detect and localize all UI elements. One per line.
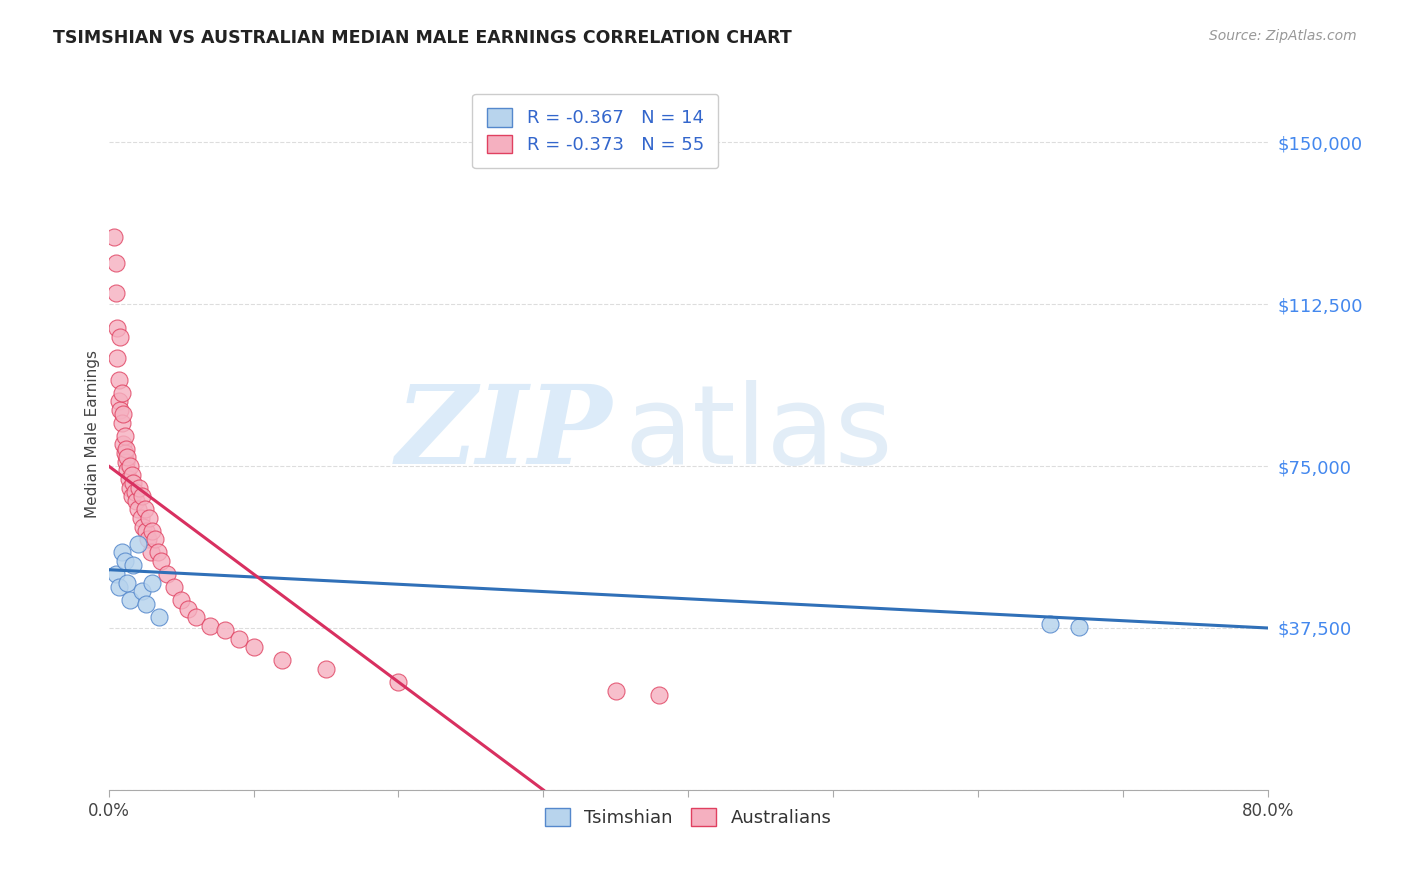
Point xyxy=(117,450,139,465)
Point xyxy=(136,533,159,547)
Point xyxy=(104,256,127,270)
Point xyxy=(121,489,143,503)
Point xyxy=(107,394,129,409)
Text: atlas: atlas xyxy=(624,380,893,487)
Point xyxy=(139,545,162,559)
Point xyxy=(170,593,193,607)
Point xyxy=(131,489,153,503)
Point xyxy=(214,623,236,637)
Point xyxy=(127,537,149,551)
Point xyxy=(141,524,163,538)
Point xyxy=(112,437,135,451)
Point xyxy=(117,575,139,590)
Point xyxy=(104,286,127,301)
Text: ZIP: ZIP xyxy=(396,380,613,487)
Point xyxy=(122,476,145,491)
Point xyxy=(148,610,170,624)
Point xyxy=(110,403,132,417)
Y-axis label: Median Male Earnings: Median Male Earnings xyxy=(86,350,100,517)
Point xyxy=(1069,620,1091,634)
Point xyxy=(122,558,145,573)
Point xyxy=(120,481,142,495)
Point xyxy=(112,407,135,421)
Point xyxy=(163,580,186,594)
Point xyxy=(120,593,142,607)
Point xyxy=(114,429,136,443)
Point xyxy=(104,567,127,582)
Point xyxy=(114,446,136,460)
Point xyxy=(132,519,155,533)
Point xyxy=(111,416,134,430)
Point xyxy=(111,545,134,559)
Point xyxy=(387,675,409,690)
Point xyxy=(315,662,337,676)
Point xyxy=(271,653,294,667)
Point xyxy=(198,619,221,633)
Point xyxy=(1039,616,1062,631)
Point xyxy=(103,230,125,244)
Point xyxy=(134,502,156,516)
Text: TSIMSHIAN VS AUSTRALIAN MEDIAN MALE EARNINGS CORRELATION CHART: TSIMSHIAN VS AUSTRALIAN MEDIAN MALE EARN… xyxy=(53,29,792,47)
Point xyxy=(128,481,150,495)
Point xyxy=(605,683,627,698)
Point xyxy=(114,554,136,568)
Point xyxy=(155,567,177,582)
Point xyxy=(228,632,250,646)
Point xyxy=(118,472,141,486)
Point xyxy=(107,373,129,387)
Point xyxy=(117,463,139,477)
Point xyxy=(135,597,157,611)
Point xyxy=(105,351,128,365)
Point xyxy=(141,575,163,590)
Point xyxy=(127,502,149,516)
Point xyxy=(107,580,129,594)
Point xyxy=(177,601,200,615)
Point xyxy=(184,610,207,624)
Point xyxy=(242,640,264,655)
Point xyxy=(110,329,132,343)
Point xyxy=(129,511,152,525)
Point xyxy=(149,554,172,568)
Point xyxy=(648,688,671,702)
Point xyxy=(115,442,138,456)
Point xyxy=(131,584,153,599)
Point xyxy=(124,485,146,500)
Legend: Tsimshian, Australians: Tsimshian, Australians xyxy=(537,800,839,834)
Point xyxy=(125,493,148,508)
Point xyxy=(121,467,143,482)
Text: Source: ZipAtlas.com: Source: ZipAtlas.com xyxy=(1209,29,1357,44)
Point xyxy=(105,321,128,335)
Point xyxy=(143,533,166,547)
Point xyxy=(138,511,160,525)
Point xyxy=(135,524,157,538)
Point xyxy=(120,458,142,473)
Point xyxy=(115,455,138,469)
Point xyxy=(146,545,169,559)
Point xyxy=(111,385,134,400)
